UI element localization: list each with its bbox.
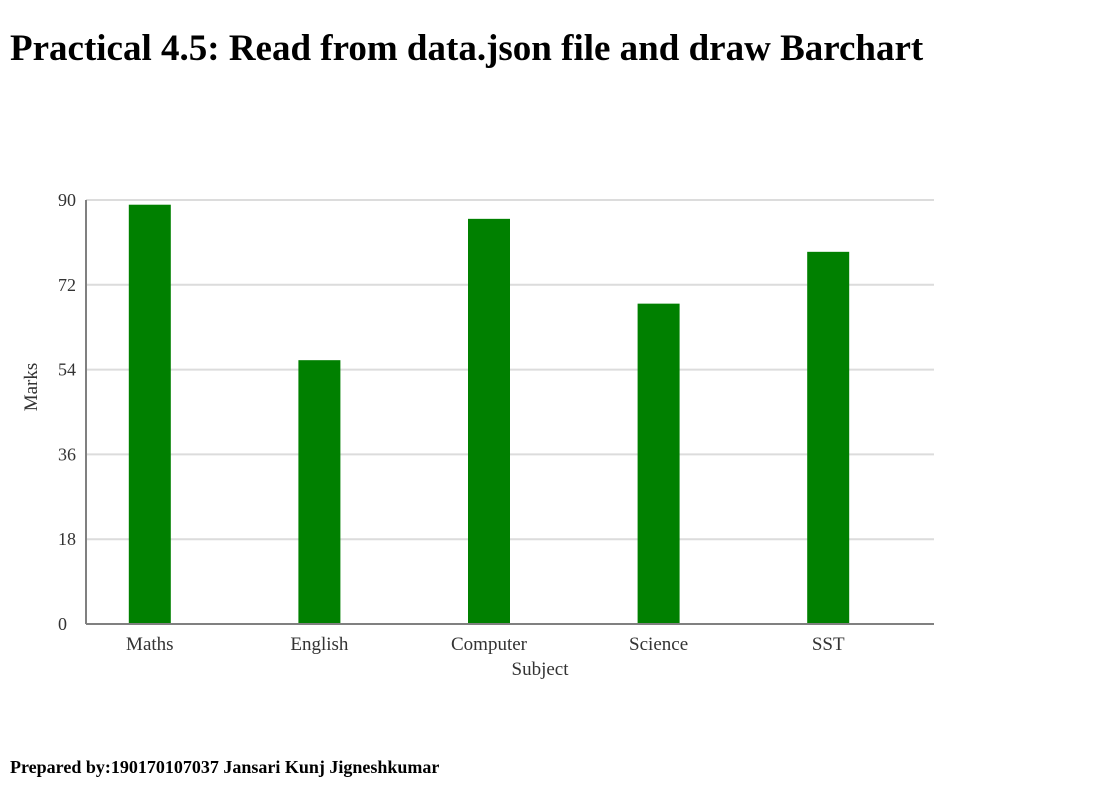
x-tick-label: Computer — [451, 634, 528, 655]
y-axis-title: Marks — [21, 363, 42, 412]
x-axis-title: Subject — [512, 659, 570, 680]
bars — [128, 204, 850, 625]
bar-science — [637, 303, 680, 624]
y-tick-label: 0 — [58, 614, 67, 634]
x-tick-label: Science — [629, 634, 688, 655]
y-tick-label: 72 — [58, 275, 76, 295]
bar-english — [298, 360, 341, 624]
x-tick-label: English — [290, 634, 349, 655]
bar-computer — [468, 218, 510, 624]
bar-chart: 0 18 36 54 72 90 Maths English Computer Science SS… — [21, 190, 934, 680]
x-tick-label: Maths — [126, 634, 174, 655]
bar-sst — [807, 251, 850, 625]
y-tick-label: 54 — [58, 360, 76, 380]
axes — [85, 200, 934, 625]
prepared-by-footer: Prepared by:190170107037 Jansari Kunj Ji… — [10, 757, 440, 777]
y-tick-label: 18 — [58, 529, 76, 549]
tick-labels: 0 18 36 54 72 90 Maths English Computer Science SS… — [58, 190, 845, 655]
y-tick-label: 36 — [58, 444, 76, 464]
x-tick-label: SST — [812, 634, 845, 655]
page-title: Practical 4.5: Read from data.json file … — [10, 28, 924, 69]
y-tick-label: 90 — [58, 190, 76, 210]
bar-maths — [128, 204, 171, 624]
